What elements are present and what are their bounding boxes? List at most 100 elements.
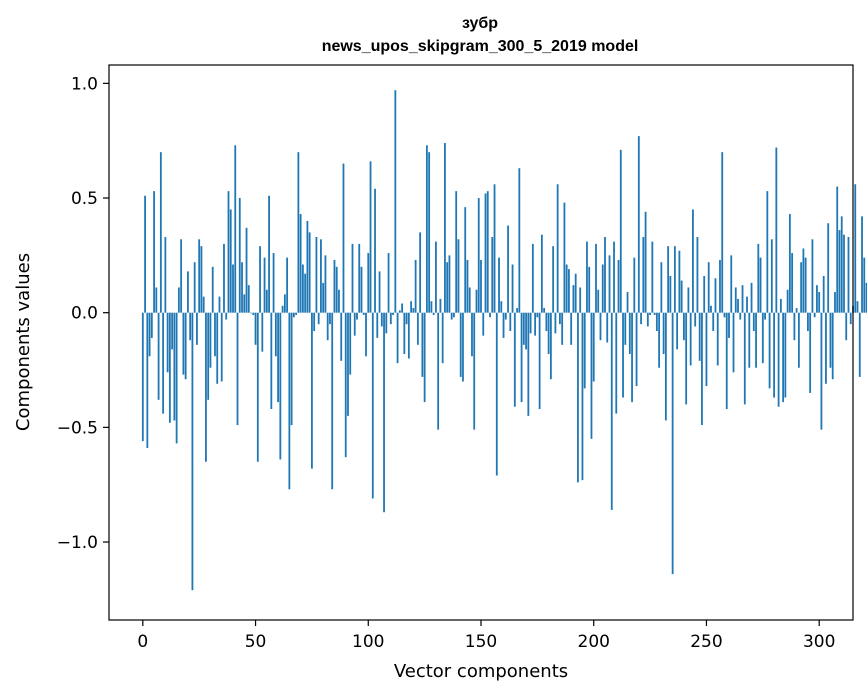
chart-subtitle: news_upos_skipgram_300_5_2019 model [322,38,639,55]
bar [509,312,512,332]
bar [547,312,550,354]
bar [385,312,388,334]
bar [637,136,640,313]
bar [274,312,277,357]
bar [822,275,825,313]
bar [795,308,798,313]
bar [223,243,225,313]
bar [306,220,309,313]
bar [843,234,845,313]
bar [234,145,237,313]
bar [707,262,710,313]
bar [353,312,356,336]
bar [536,312,539,318]
bar [719,259,721,313]
bar [198,239,201,313]
bar [261,312,264,352]
bar [365,312,367,357]
bar [664,312,667,421]
bar [840,216,843,313]
bar [574,273,577,313]
bar [773,312,775,398]
bar [207,312,210,400]
bar [238,198,241,313]
bar [820,312,823,430]
bar [579,287,582,313]
bar [475,289,478,313]
bar [435,241,437,313]
bar [685,312,688,405]
bar [286,257,289,313]
bar [716,312,719,366]
bar [701,312,703,426]
bar [313,312,316,332]
bar [588,266,591,313]
bar [608,255,611,313]
bar [836,186,839,313]
bar [227,191,230,313]
bar [331,312,334,490]
bar [597,289,600,313]
bar [144,195,146,313]
bar [710,305,712,313]
bar [728,312,730,338]
bar [448,255,451,313]
bar [464,207,467,313]
y-tick-label: 1.0 [71,74,98,94]
bar [187,271,189,313]
bar [189,312,192,341]
bar [768,312,771,389]
bar [586,241,588,313]
bar [793,312,796,341]
bar [531,243,534,313]
bar [534,312,537,336]
bar [678,250,681,313]
bar [599,312,602,341]
bar [631,312,633,403]
x-tick-label: 100 [352,632,384,652]
bar [712,312,715,332]
bar [568,269,570,313]
bar [570,312,573,345]
bar [755,312,757,368]
bar [525,312,527,350]
bar [288,312,291,490]
bar [613,241,615,313]
bar [635,312,638,387]
bar [320,239,322,313]
bar [148,312,151,357]
bar [477,198,480,313]
bar [250,312,252,314]
bar [797,312,800,368]
bar [338,289,340,313]
bar [831,312,834,380]
bar [577,312,579,483]
bar [171,312,174,350]
bar [216,312,219,384]
x-tick-label: 150 [465,632,497,652]
bar [723,312,726,318]
bar [743,312,746,405]
x-tick-label: 250 [690,632,722,652]
bar [687,287,690,313]
bar [556,184,559,313]
bar [173,312,176,421]
bar [333,259,336,313]
bar [292,312,295,318]
bar [791,253,794,313]
bar [423,312,426,403]
bar [653,312,656,315]
bar [193,262,196,313]
bar [680,280,683,313]
bar [601,264,604,313]
bar [583,312,586,389]
bar [351,243,354,313]
bar [495,312,498,476]
bar [775,147,778,313]
bar [572,285,575,313]
bar [721,152,724,313]
bar [283,294,286,313]
bar [847,237,850,313]
bar [387,253,390,313]
bar [371,312,374,499]
